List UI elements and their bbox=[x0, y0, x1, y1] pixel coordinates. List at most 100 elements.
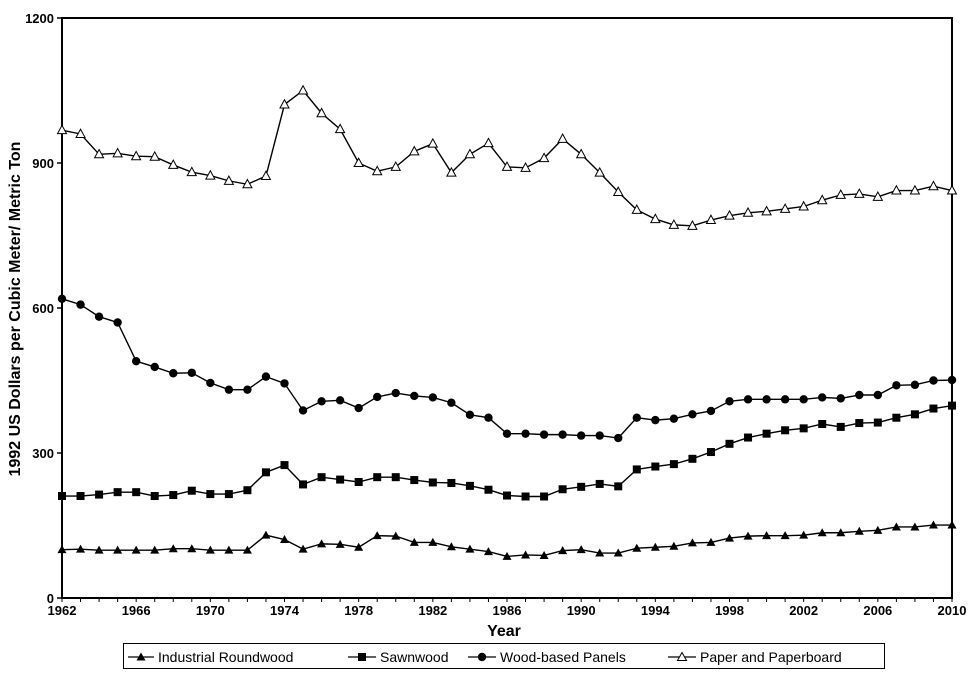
data-point-open-triangle bbox=[75, 128, 86, 138]
data-point-filled-triangle bbox=[76, 544, 86, 553]
plot-frame bbox=[61, 17, 953, 599]
data-point-filled-circle bbox=[298, 406, 308, 415]
data-point-filled-triangle bbox=[706, 537, 716, 546]
data-point-filled-circle bbox=[762, 395, 771, 404]
data-point-filled-square bbox=[873, 418, 882, 427]
x-tick-label: 1986 bbox=[493, 603, 522, 618]
data-point-filled-triangle bbox=[502, 551, 512, 560]
data-point-filled-square bbox=[243, 486, 252, 495]
data-point-filled-circle bbox=[131, 356, 141, 366]
legend-item-sawnwood: Sawnwood bbox=[348, 649, 449, 665]
data-point-filled-circle bbox=[892, 381, 901, 390]
data-point-filled-square bbox=[558, 485, 567, 494]
data-point-filled-circle bbox=[947, 375, 957, 385]
data-point-open-triangle bbox=[835, 189, 847, 199]
data-point-filled-triangle bbox=[817, 528, 827, 537]
data-point-filled-square bbox=[948, 401, 956, 410]
x-axis: 1962 1966 1970 1974 1978 1982 1986 1990 1994 1998… bbox=[48, 598, 966, 618]
data-point-filled-circle bbox=[873, 390, 883, 400]
data-point-filled-triangle bbox=[242, 545, 252, 554]
data-point-filled-square bbox=[76, 492, 85, 501]
data-point-filled-circle bbox=[706, 406, 716, 416]
legend-label-sawnwood: Sawnwood bbox=[380, 649, 449, 665]
y-tick-label: 1200 bbox=[25, 11, 54, 26]
data-point-filled-square bbox=[465, 481, 474, 490]
data-point-filled-square bbox=[799, 424, 808, 433]
data-point-filled-triangle bbox=[669, 541, 679, 550]
data-point-filled-square bbox=[280, 461, 289, 470]
x-axis-label: Year bbox=[487, 623, 521, 640]
data-point-filled-square bbox=[744, 433, 753, 442]
x-tick-label: 1994 bbox=[641, 603, 671, 618]
data-point-filled-circle bbox=[669, 414, 679, 423]
data-point-open-triangle bbox=[761, 205, 772, 216]
legend-marker-filled-circle bbox=[477, 652, 487, 662]
data-point-filled-circle bbox=[855, 390, 864, 400]
data-point-filled-square bbox=[391, 473, 400, 482]
data-point-filled-triangle bbox=[428, 537, 438, 546]
data-point-open-triangle bbox=[242, 178, 253, 189]
data-point-filled-triangle bbox=[187, 544, 197, 553]
data-point-filled-triangle bbox=[725, 533, 734, 542]
data-point-filled-triangle bbox=[372, 531, 382, 540]
data-point-open-triangle bbox=[427, 137, 439, 148]
data-point-open-triangle bbox=[446, 166, 457, 177]
data-point-filled-circle bbox=[688, 410, 697, 419]
data-point-filled-square bbox=[762, 429, 771, 438]
legend-marker-filled-square bbox=[358, 653, 366, 661]
data-point-filled-square bbox=[261, 468, 270, 477]
data-point-filled-triangle bbox=[113, 545, 123, 554]
data-point-open-triangle bbox=[668, 219, 680, 229]
data-point-open-triangle bbox=[798, 200, 810, 211]
data-point-open-triangle bbox=[594, 166, 606, 177]
data-point-filled-square bbox=[299, 480, 308, 489]
series-line-3 bbox=[61, 298, 953, 439]
data-point-filled-circle bbox=[224, 385, 234, 394]
data-point-open-triangle bbox=[853, 188, 865, 198]
data-point-filled-circle bbox=[354, 403, 363, 413]
data-point-filled-circle bbox=[113, 318, 122, 327]
data-point-filled-circle bbox=[743, 395, 753, 404]
y-tick-label: 600 bbox=[32, 301, 54, 316]
data-point-filled-square bbox=[706, 448, 715, 457]
data-point-filled-square bbox=[503, 491, 511, 500]
data-point-filled-square bbox=[428, 478, 437, 487]
data-point-filled-triangle bbox=[94, 545, 104, 554]
data-point-open-triangle bbox=[538, 152, 550, 163]
data-point-filled-square bbox=[855, 419, 864, 428]
data-point-open-triangle bbox=[93, 148, 105, 159]
data-point-filled-square bbox=[892, 413, 901, 422]
data-point-filled-triangle bbox=[261, 530, 271, 539]
data-point-filled-circle bbox=[818, 393, 827, 402]
data-point-open-triangle bbox=[149, 150, 161, 161]
data-point-open-triangle bbox=[687, 219, 698, 230]
data-point-filled-triangle bbox=[799, 530, 809, 539]
data-point-filled-square bbox=[577, 482, 586, 491]
data-point-filled-square bbox=[354, 478, 363, 486]
data-point-filled-circle bbox=[558, 430, 567, 439]
y-axis: 0 300 600 900 1200 bbox=[25, 11, 62, 606]
data-point-filled-square bbox=[540, 492, 549, 501]
data-point-filled-triangle bbox=[131, 545, 141, 554]
data-point-open-triangle bbox=[631, 204, 643, 214]
data-point-open-triangle bbox=[928, 180, 939, 191]
data-point-open-triangle bbox=[167, 159, 179, 169]
data-point-filled-square bbox=[169, 491, 178, 500]
data-point-filled-circle bbox=[595, 431, 604, 440]
data-point-open-triangle bbox=[649, 213, 661, 224]
data-point-filled-triangle bbox=[687, 538, 697, 547]
data-point-filled-triangle bbox=[391, 531, 401, 540]
data-point-open-triangle bbox=[204, 169, 216, 180]
legend-marker-open-triangle bbox=[676, 651, 688, 661]
x-tick-label: 1990 bbox=[567, 603, 596, 618]
data-point-open-triangle bbox=[371, 165, 383, 176]
data-point-filled-triangle bbox=[409, 537, 419, 546]
data-point-filled-circle bbox=[502, 429, 512, 438]
data-point-filled-square bbox=[781, 426, 790, 435]
data-point-filled-triangle bbox=[539, 550, 549, 559]
data-point-filled-square bbox=[688, 454, 697, 463]
data-point-filled-square bbox=[669, 460, 678, 469]
data-point-open-triangle bbox=[946, 184, 958, 195]
data-point-open-triangle bbox=[575, 148, 587, 159]
x-tick-label: 1970 bbox=[196, 603, 225, 618]
